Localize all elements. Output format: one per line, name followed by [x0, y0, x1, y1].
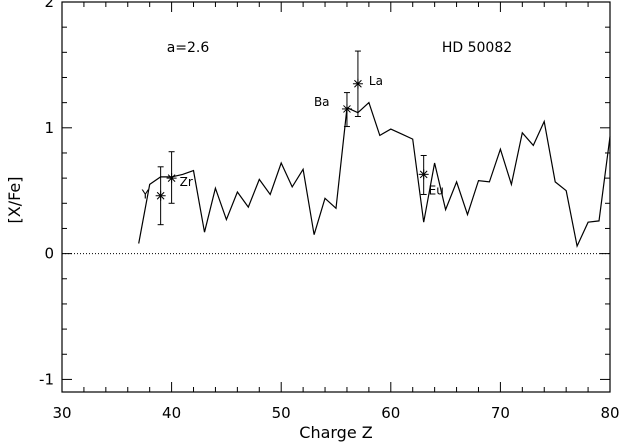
data-point-la: La — [352, 50, 383, 117]
data-point-y: Y — [141, 166, 166, 226]
x-tick-label: 40 — [162, 404, 181, 422]
point-label: Ba — [314, 95, 330, 109]
abundance-line — [138, 101, 611, 249]
annotation-star-name: HD 50082 — [442, 40, 512, 56]
x-tick-labels: 30 40 50 60 70 80 — [52, 404, 619, 422]
annotation-a-value: a=2.6 — [167, 40, 210, 56]
x-tick-label: 70 — [491, 404, 510, 422]
data-point-ba: Ba — [314, 92, 352, 128]
x-tick-label: 60 — [381, 404, 400, 422]
point-label: La — [369, 74, 383, 88]
data-point-zr: Zr — [166, 151, 193, 204]
observed-points: Y Zr Ba La Eu — [141, 50, 444, 226]
asterisk-marker — [167, 174, 176, 182]
data-point-eu: Eu — [418, 154, 444, 197]
x-tick-label: 30 — [52, 404, 71, 422]
plot-frame — [61, 1, 611, 393]
point-label: Zr — [180, 175, 193, 189]
asterisk-marker — [419, 170, 428, 179]
y-tick-label: 1 — [44, 119, 54, 137]
y-tick-label: -1 — [39, 370, 54, 388]
asterisk-marker — [156, 191, 165, 200]
x-axis-title: Charge Z — [299, 423, 373, 442]
asterisk-marker — [343, 105, 351, 113]
axis-ticks — [61, 1, 611, 392]
y-tick-labels: -1 0 1 2 — [39, 0, 54, 388]
point-label: Y — [141, 188, 150, 202]
x-tick-label: 80 — [600, 404, 619, 422]
point-label: Eu — [429, 183, 444, 197]
y-tick-label: 0 — [44, 245, 54, 263]
asterisk-marker — [354, 79, 362, 88]
x-tick-label: 50 — [272, 404, 291, 422]
y-axis-title: [X/Fe] — [5, 176, 24, 223]
y-tick-label: 2 — [44, 0, 54, 11]
